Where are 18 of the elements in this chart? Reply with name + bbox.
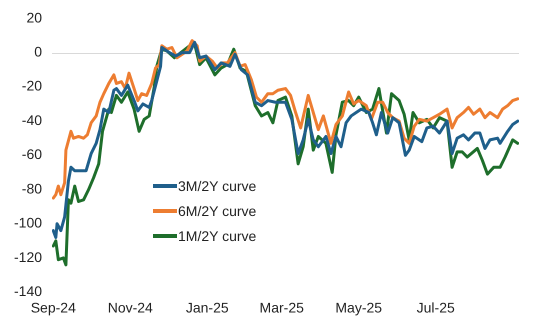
legend-label: 1M/2Y curve [178,228,256,244]
y-tick-label: -120 [14,248,42,265]
y-tick-label: -60 [22,146,42,162]
y-tick-label: 20 [26,9,42,26]
y-tick-label: 0 [34,43,42,60]
y-tick-label: -140 [14,283,42,300]
x-tick-label: Sep-24 [30,299,76,316]
legend-label: 6M/2Y curve [178,202,256,218]
legend-label: 3M/2Y curve [178,178,256,194]
x-tick-label: May-25 [335,299,382,316]
x-tick-label: Mar-25 [260,299,304,316]
x-tick-label: Jan-25 [186,299,229,316]
y-tick-label: -80 [22,180,42,196]
x-tick-label: Nov-24 [108,299,154,316]
y-tick-label: -20 [22,78,42,94]
x-tick-label: Jul-25 [416,299,455,316]
y-tick-label: -40 [22,112,42,128]
y-tick-label: -100 [14,214,42,231]
